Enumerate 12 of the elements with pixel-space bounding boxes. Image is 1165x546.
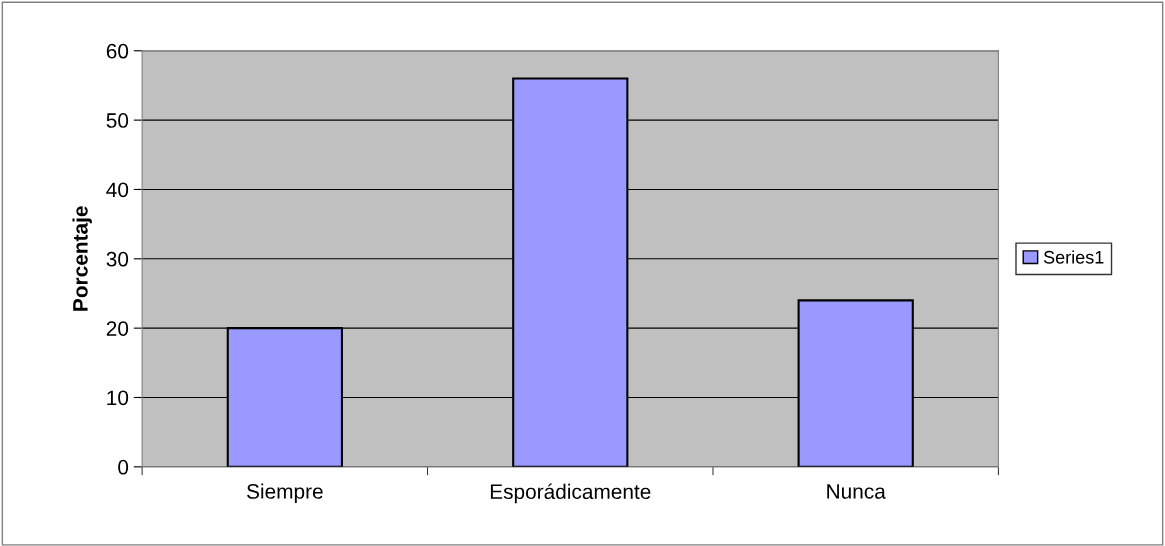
x-tick-label: Esporádicamente <box>490 483 651 504</box>
y-tick-label: 60 <box>106 43 129 59</box>
y-tick-label: 30 <box>106 251 129 267</box>
y-axis-title: Porcentaje <box>72 206 92 311</box>
x-tick-label: Nunca <box>827 484 886 499</box>
y-tick-label: 40 <box>106 182 129 198</box>
y-tick-label: 50 <box>106 113 129 128</box>
y-tick-label: 10 <box>107 390 129 406</box>
y-tick-label: 0 <box>118 459 129 475</box>
legend-label: Series1 <box>1043 250 1104 264</box>
x-tick-label: Siempre <box>247 483 323 503</box>
y-tick-label: 20 <box>106 321 129 336</box>
